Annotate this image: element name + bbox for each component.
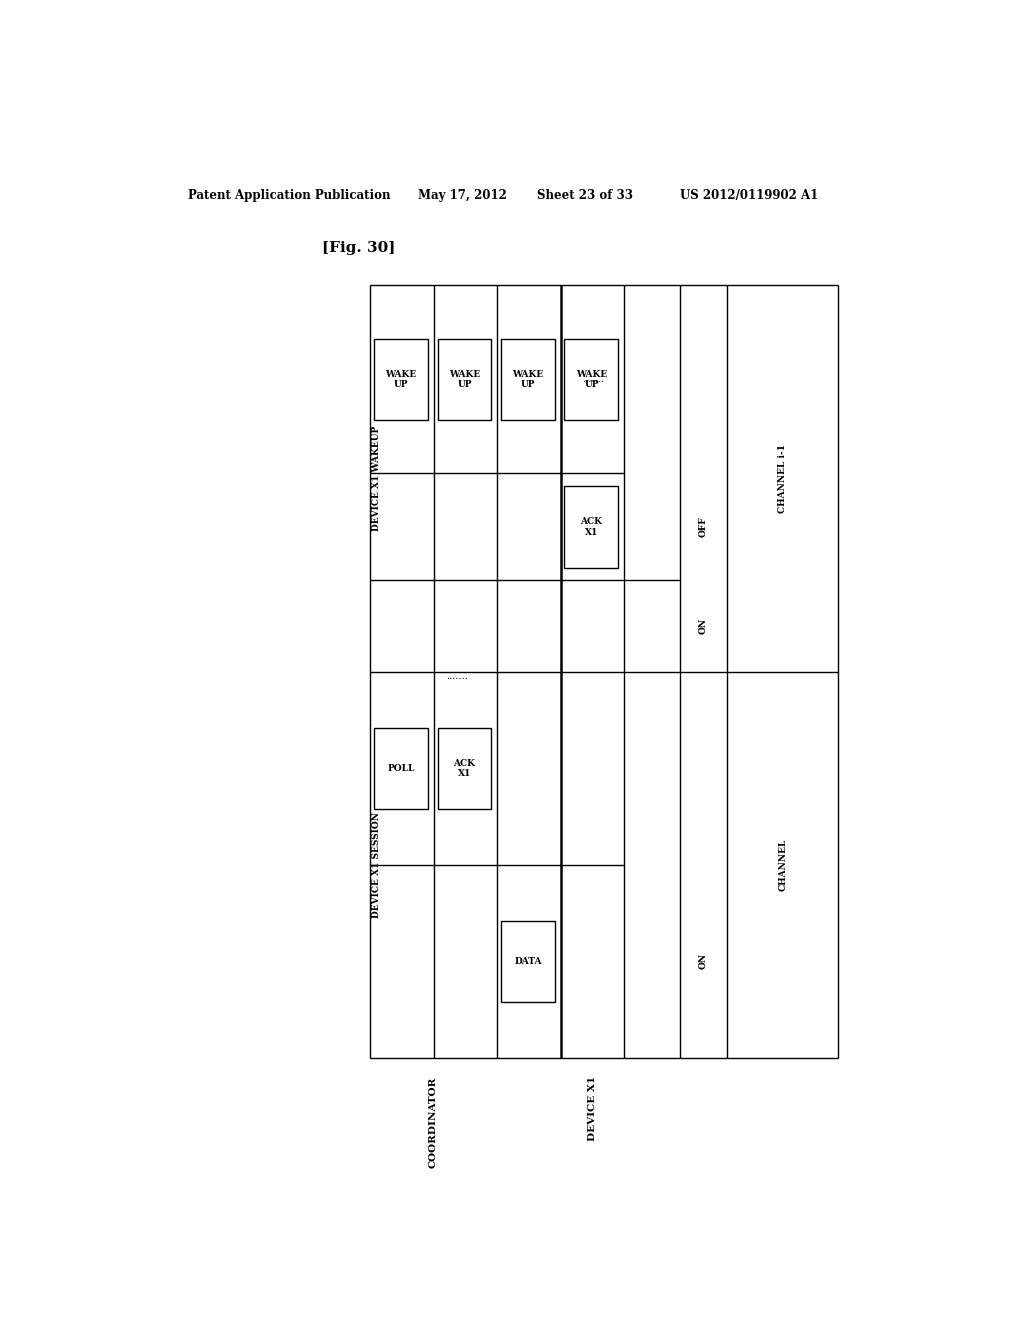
Bar (501, 339, 555, 420)
Text: COORDINATOR: COORDINATOR (429, 1076, 438, 1168)
Text: DEVICE X1: DEVICE X1 (588, 1076, 597, 1142)
Bar (374, 727, 428, 809)
Bar (374, 339, 428, 420)
Text: POLL: POLL (387, 764, 415, 772)
Bar (437, 727, 492, 809)
Bar (437, 339, 492, 420)
Text: DEVICE X1 WAKEUP: DEVICE X1 WAKEUP (372, 426, 381, 531)
Text: [Fig. 30]: [Fig. 30] (323, 240, 396, 255)
Bar (564, 339, 618, 420)
Text: US 2012/0119902 A1: US 2012/0119902 A1 (680, 189, 818, 202)
Text: ACK
X1: ACK X1 (581, 517, 602, 536)
Text: .......: ....... (446, 672, 468, 681)
Text: WAKE
UP: WAKE UP (449, 370, 480, 389)
Text: DATA: DATA (514, 957, 542, 966)
Bar (564, 486, 618, 568)
Text: Patent Application Publication: Patent Application Publication (187, 189, 390, 202)
Text: WAKE
UP: WAKE UP (575, 370, 607, 389)
Text: DEVICE X1 SESSION: DEVICE X1 SESSION (372, 812, 381, 917)
Text: May 17, 2012: May 17, 2012 (418, 189, 507, 202)
Text: WAKE
UP: WAKE UP (385, 370, 417, 389)
Text: ON: ON (698, 618, 708, 634)
Text: ACK
X1: ACK X1 (454, 759, 475, 777)
Text: WAKE
UP: WAKE UP (512, 370, 544, 389)
Text: OFF: OFF (698, 516, 708, 537)
Text: ON: ON (698, 953, 708, 969)
Text: CHANNEL: CHANNEL (778, 838, 787, 891)
Text: .......: ....... (583, 375, 604, 384)
Bar (501, 921, 555, 1002)
Text: CHANNEL i-1: CHANNEL i-1 (778, 444, 787, 513)
Text: Sheet 23 of 33: Sheet 23 of 33 (537, 189, 633, 202)
